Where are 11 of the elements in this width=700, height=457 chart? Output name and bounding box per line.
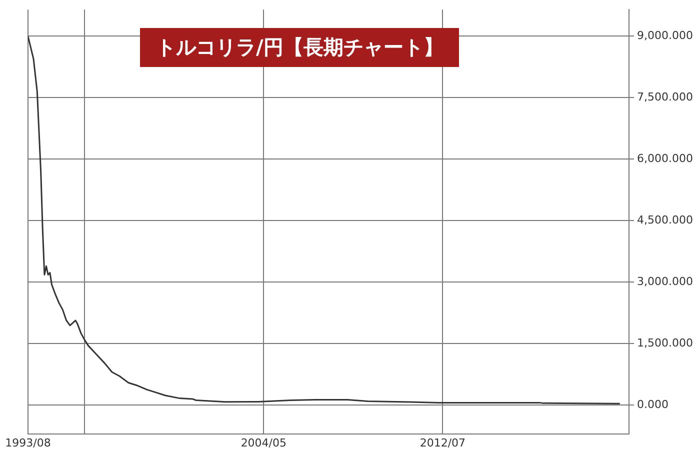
x-tick-label: 2004/05 <box>240 436 287 450</box>
x-tick-label: 2012/07 <box>420 436 466 450</box>
y-tick-label: 9,000.000 <box>637 29 693 42</box>
x-tick-label: 1993/08 <box>5 436 51 450</box>
y-tick-label: 3,000.000 <box>637 275 693 288</box>
y-tick-label: 6,000.000 <box>637 152 693 166</box>
y-tick-label: 4,500.000 <box>637 214 693 227</box>
y-tick-label: 1,500.000 <box>637 336 693 350</box>
y-tick-label: 7,500.000 <box>637 90 693 104</box>
text: トルコリラ/円【長期チャート】 <box>140 28 460 67</box>
y-tick-label: 0.000 <box>637 398 669 411</box>
